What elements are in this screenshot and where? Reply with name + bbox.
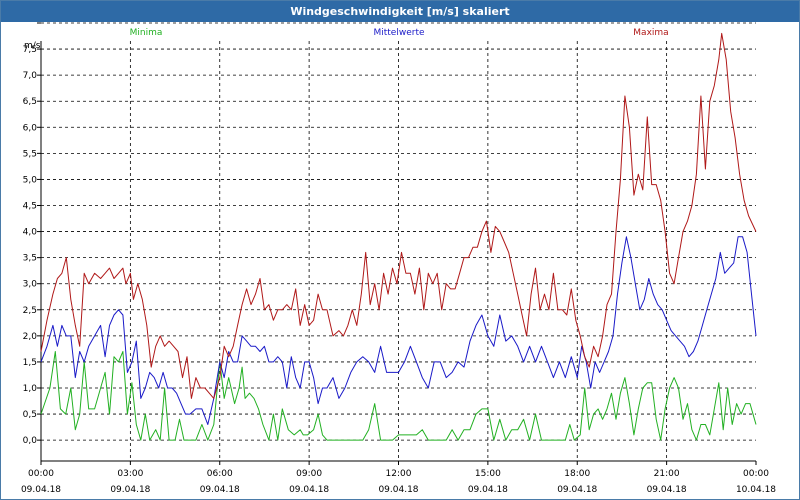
window-title: Windgeschwindigkeit [m/s] skaliert: [1, 1, 799, 22]
y-tick-label: 6,0: [23, 123, 38, 133]
y-tick-label: 2,0: [23, 332, 38, 342]
x-tick-date-label: 09.04.18: [289, 485, 329, 495]
series-line-mittelwerte: [40, 236, 757, 425]
y-tick-label: 0,0: [23, 436, 38, 446]
x-tick-date-label: 09.04.18: [110, 485, 150, 495]
x-tick-time-label: 12:00: [386, 469, 412, 479]
y-tick-label: 5,5: [23, 149, 37, 159]
y-tick-label: 2,5: [23, 306, 37, 316]
series-line-minima: [40, 351, 757, 441]
series-line-maxima: [40, 32, 757, 399]
y-axis-unit-label: m/s: [24, 41, 41, 51]
y-tick-label: 1,0: [23, 384, 38, 394]
x-tick-date-label: 09.04.18: [468, 485, 508, 495]
y-tick-label: 3,0: [23, 280, 38, 290]
x-tick-time-label: 00:00: [28, 469, 54, 479]
x-tick-date-label: 09.04.18: [647, 485, 687, 495]
y-tick-label: 4,0: [23, 228, 38, 238]
y-tick-label: 7,0: [23, 71, 38, 81]
legend-item-minima: Minima: [130, 28, 163, 38]
y-tick-label: 4,5: [23, 202, 37, 212]
x-tick-date-label: 10.04.18: [736, 485, 776, 495]
legend-item-mittelwerte: Mittelwerte: [373, 28, 424, 38]
y-tick-label: 1,5: [23, 358, 37, 368]
x-tick-time-label: 03:00: [117, 469, 143, 479]
horizontal-gridlines: [41, 22, 756, 441]
x-tick-time-label: 21:00: [654, 469, 680, 479]
y-tick-label: 7,5: [23, 45, 37, 55]
x-tick-time-label: 18:00: [564, 469, 590, 479]
axes: [37, 22, 757, 465]
series-lines: [40, 32, 757, 441]
x-tick-date-label: 09.04.18: [200, 485, 240, 495]
y-tick-labels: 0,0 0,5 1,0 1,5 2,0 2,5 3,0 3,5 4,0 4,5 5,0 5,5 6,0 6…: [23, 45, 38, 446]
x-tick-labels: 00:00 09.04.18 03:00 09.04.18 06:00 09.04.18 0…: [21, 469, 776, 495]
x-tick-date-label: 09.04.18: [21, 485, 61, 495]
y-tick-label: 0,5: [23, 410, 37, 420]
x-tick-time-label: 06:00: [207, 469, 233, 479]
y-tick-label: 5,0: [23, 175, 38, 185]
x-tick-time-label: 15:00: [475, 469, 501, 479]
x-tick-time-label: 00:00: [743, 469, 769, 479]
legend: Minima Mittelwerte Maxima: [130, 28, 669, 38]
x-tick-time-label: 09:00: [296, 469, 322, 479]
x-tick-date-label: 09.04.18: [557, 485, 597, 495]
y-tick-label: 6,5: [23, 97, 37, 107]
legend-item-maxima: Maxima: [633, 28, 668, 38]
y-tick-label: 3,5: [23, 254, 37, 264]
x-tick-date-label: 09.04.18: [378, 485, 418, 495]
